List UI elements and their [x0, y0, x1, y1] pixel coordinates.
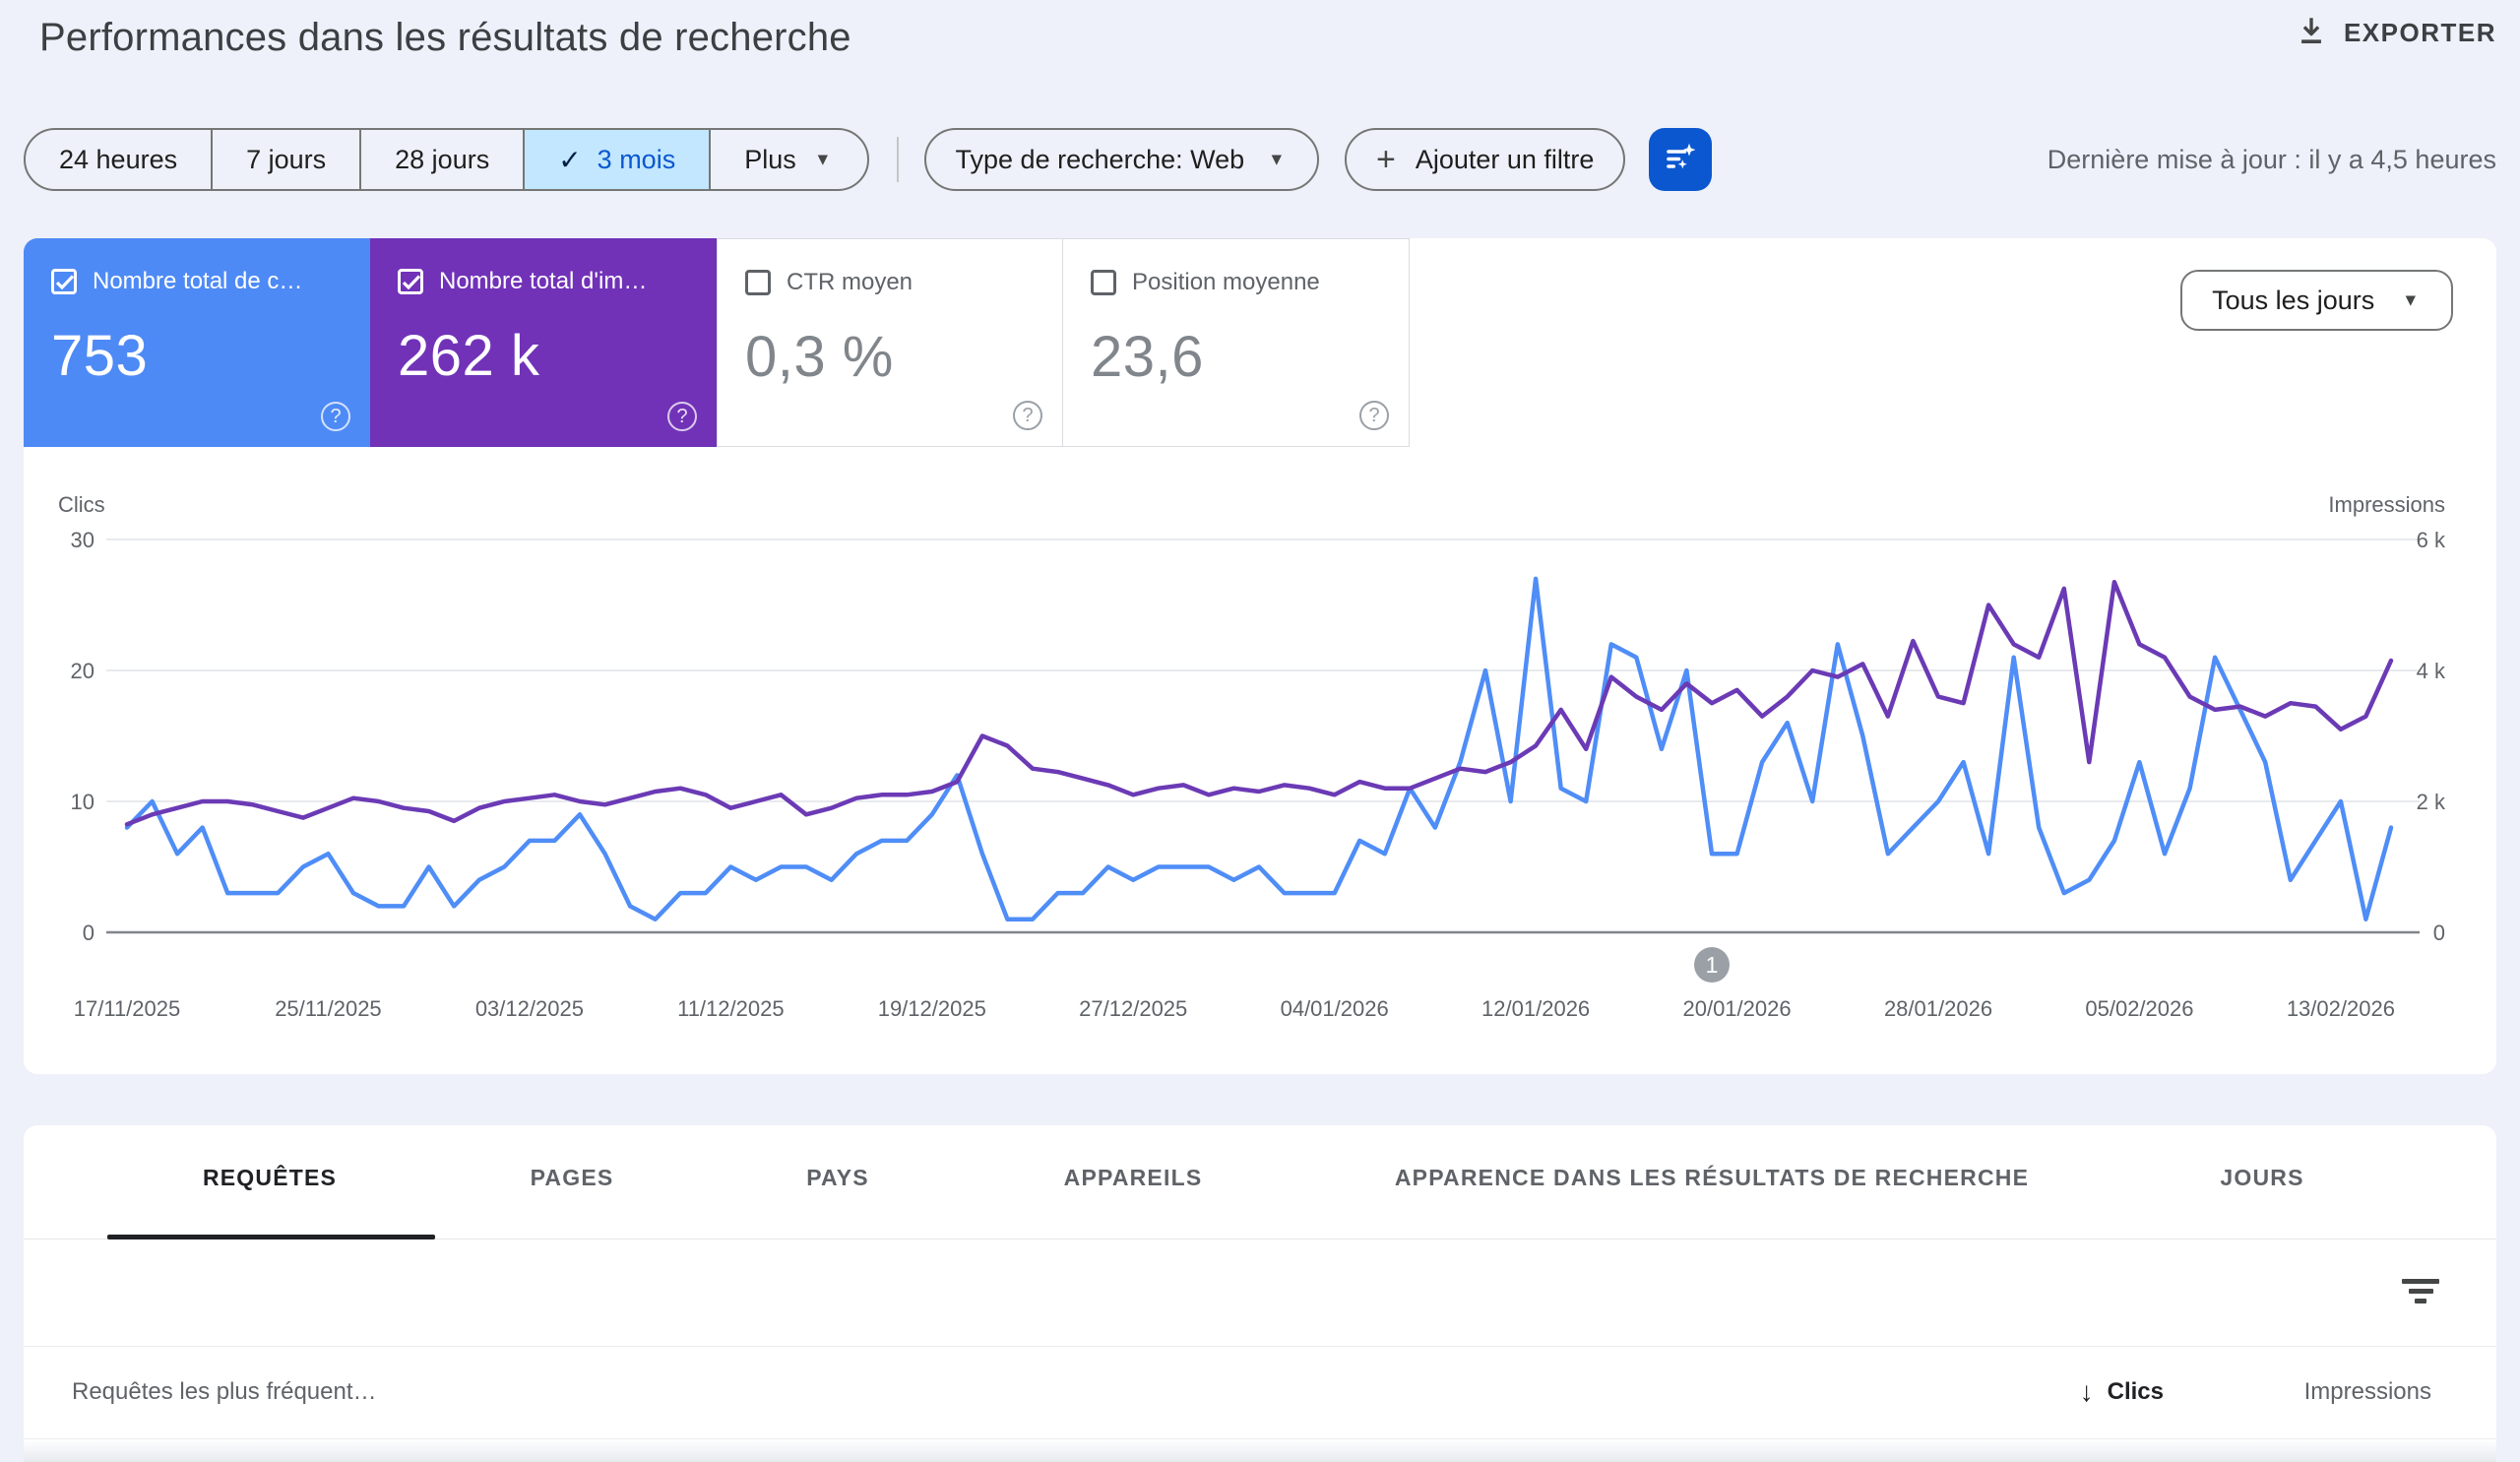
- tab-pays[interactable]: PAYS: [806, 1165, 869, 1190]
- checkbox-unchecked-icon[interactable]: [1091, 270, 1116, 295]
- tile-value: 23,6: [1091, 325, 1204, 389]
- divider: [896, 137, 899, 182]
- range-7-jours[interactable]: 7 jours: [213, 130, 362, 189]
- y-tick-left: 10: [70, 790, 94, 814]
- svg-text:1: 1: [1706, 952, 1719, 978]
- range-3-mois[interactable]: ✓ 3 mois: [525, 130, 712, 189]
- table-card: REQUÊTES PAGES PAYS APPAREILS APPARENCE …: [24, 1125, 2496, 1462]
- checkbox-checked-icon[interactable]: [398, 269, 423, 294]
- tab-apparence[interactable]: APPARENCE DANS LES RÉSULTATS DE RECHERCH…: [1394, 1165, 2030, 1190]
- tabs-row: REQUÊTES PAGES PAYS APPAREILS APPARENCE …: [24, 1125, 2496, 1240]
- help-icon[interactable]: ?: [321, 402, 350, 431]
- export-button[interactable]: EXPORTER: [2295, 14, 2496, 52]
- tile-value: 753: [51, 324, 149, 388]
- download-icon: [2295, 14, 2328, 52]
- y-tick-right: 6 k: [2416, 528, 2445, 552]
- last-update-text: Dernière mise à jour : il y a 4,5 heures: [2047, 144, 2496, 174]
- caret-down-icon: ▼: [2402, 289, 2420, 310]
- range-24-heures[interactable]: 24 heures: [26, 130, 214, 189]
- table-header-row: Requêtes les plus fréquent… ↓ Clics Impr…: [24, 1347, 2496, 1441]
- y-tick-left: 20: [70, 659, 94, 683]
- search-type-filter[interactable]: Type de recherche: Web ▼: [923, 128, 1319, 191]
- table-scroll-edge: [24, 1438, 2496, 1462]
- table-filter-icon[interactable]: [2402, 1279, 2439, 1308]
- x-tick-label: 04/01/2026: [1280, 996, 1389, 1021]
- help-icon[interactable]: ?: [1359, 401, 1389, 430]
- x-tick-label: 17/11/2025: [73, 996, 181, 1021]
- x-tick-label: 13/02/2026: [2286, 996, 2395, 1021]
- table-filter-row: [24, 1240, 2496, 1347]
- column-header-queries: Requêtes les plus fréquent…: [72, 1378, 377, 1405]
- active-tab-underline: [107, 1235, 435, 1240]
- tile-avg-ctr[interactable]: CTR moyen 0,3 % ?: [717, 238, 1063, 447]
- x-tick-label: 12/01/2026: [1481, 996, 1591, 1021]
- x-tick-label: 27/12/2025: [1079, 996, 1188, 1021]
- range-28-jours[interactable]: 28 jours: [361, 130, 526, 189]
- checkbox-unchecked-icon[interactable]: [745, 270, 771, 295]
- caret-down-icon: ▼: [813, 149, 832, 169]
- ai-filter-button[interactable]: [1649, 128, 1713, 191]
- x-tick-label: 20/01/2026: [1682, 996, 1792, 1021]
- tile-label: Nombre total d'im…: [439, 268, 648, 294]
- x-tick-label: 03/12/2025: [474, 996, 584, 1021]
- x-tick-label: 25/11/2025: [275, 996, 382, 1021]
- caret-down-icon: ▼: [1268, 149, 1286, 169]
- x-tick-label: 11/12/2025: [677, 996, 785, 1021]
- export-label: EXPORTER: [2343, 18, 2496, 47]
- filter-row: 24 heures 7 jours 28 jours ✓ 3 mois Plus…: [24, 128, 2496, 191]
- chart-annotation-badge[interactable]: [1694, 947, 1730, 983]
- tile-avg-position[interactable]: Position moyenne 23,6 ?: [1063, 238, 1410, 447]
- tile-label: Nombre total de c…: [93, 268, 303, 294]
- x-tick-label: 28/01/2026: [1883, 996, 1993, 1021]
- x-tick-label: 05/02/2026: [2085, 996, 2194, 1021]
- page-title: Performances dans les résultats de reche…: [39, 16, 851, 59]
- right-axis-caption: Impressions: [2328, 492, 2445, 517]
- help-icon[interactable]: ?: [1013, 401, 1042, 430]
- granularity-dropdown[interactable]: Tous les jours ▼: [2180, 270, 2453, 331]
- help-icon[interactable]: ?: [667, 402, 697, 431]
- column-header-clicks[interactable]: ↓ Clics: [2079, 1376, 2164, 1407]
- tile-total-impressions[interactable]: Nombre total d'im… 262 k ?: [370, 238, 717, 447]
- date-range-group: 24 heures 7 jours 28 jours ✓ 3 mois Plus…: [24, 128, 869, 191]
- y-tick-right: 0: [2432, 921, 2445, 945]
- tab-requetes[interactable]: REQUÊTES: [202, 1165, 338, 1190]
- column-header-impressions[interactable]: Impressions: [2303, 1378, 2431, 1405]
- add-filter-button[interactable]: + Ajouter un filtre: [1344, 128, 1626, 191]
- divider: [24, 1239, 2496, 1240]
- left-axis-caption: Clics: [58, 492, 105, 517]
- tile-value: 0,3 %: [745, 325, 894, 389]
- performance-chart[interactable]: 1: [106, 530, 2420, 1002]
- plus-icon: +: [1375, 140, 1396, 178]
- y-tick-left: 0: [82, 921, 94, 945]
- tile-value: 262 k: [398, 324, 540, 388]
- check-icon: ✓: [558, 144, 582, 175]
- y-tick-right: 2 k: [2416, 790, 2445, 814]
- metric-tiles: Nombre total de c… 753 ? Nombre total d'…: [24, 238, 2496, 447]
- tile-total-clicks[interactable]: Nombre total de c… 753 ?: [24, 238, 370, 447]
- x-tick-label: 19/12/2025: [877, 996, 986, 1021]
- tab-pages[interactable]: PAGES: [530, 1165, 614, 1190]
- tab-jours[interactable]: JOURS: [2220, 1165, 2304, 1190]
- tab-appareils[interactable]: APPAREILS: [1063, 1165, 1203, 1190]
- tile-label: CTR moyen: [787, 269, 914, 295]
- y-tick-right: 4 k: [2416, 659, 2445, 683]
- chart-card: Nombre total de c… 753 ? Nombre total d'…: [24, 238, 2496, 1074]
- checkbox-checked-icon[interactable]: [51, 269, 77, 294]
- tile-label: Position moyenne: [1132, 269, 1320, 295]
- y-tick-left: 30: [70, 528, 94, 552]
- sort-arrow-icon: ↓: [2079, 1376, 2094, 1407]
- filter-sparkle-icon: [1663, 140, 1698, 180]
- range-plus[interactable]: Plus ▼: [744, 144, 832, 174]
